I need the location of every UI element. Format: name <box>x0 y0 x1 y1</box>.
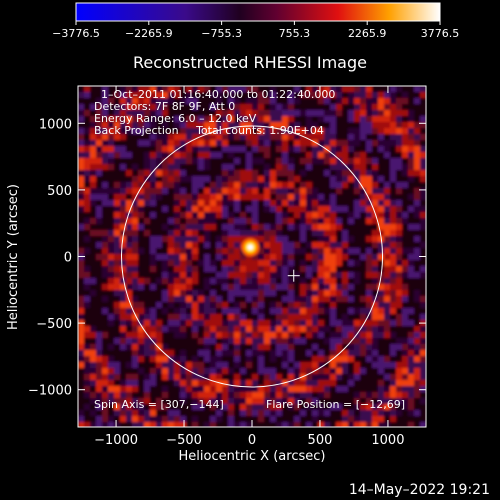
y-tick-label: −500 <box>36 317 72 332</box>
flare-position-label: Flare Position = [−12,69] <box>266 398 405 411</box>
colorbar: −3776.5 −2265.9 −755.3 755.3 2265.9 3776.5 <box>52 2 459 40</box>
x-tick-label: 1000 <box>371 433 404 448</box>
x-tick-label: 0 <box>248 433 256 448</box>
colorbar-tick-label: 2265.9 <box>348 27 387 40</box>
colorbar-tick-label: 3776.5 <box>421 27 460 40</box>
y-tick-label: 0 <box>64 251 72 266</box>
plot-area: −1000 −500 0 500 1000 −1000 −500 0 500 1000 1–Oc… <box>28 85 427 448</box>
info-line-method: Back Projection Total counts: 1.90E+04 <box>94 124 324 137</box>
x-tick-label: 500 <box>308 433 333 448</box>
spin-axis-marker <box>287 269 300 282</box>
x-axis-ticks: −1000 −500 0 500 1000 <box>94 86 404 448</box>
y-tick-label: 1000 <box>39 117 72 132</box>
chart-title: Reconstructed RHESSI Image <box>133 53 367 72</box>
y-tick-label: 500 <box>47 184 72 199</box>
x-axis-label: Heliocentric X (arcsec) <box>179 449 326 464</box>
colorbar-tick-label: 755.3 <box>279 27 311 40</box>
colorbar-tick-label: −755.3 <box>201 27 242 40</box>
spin-axis-label: Spin Axis = [307,−144] <box>94 398 224 411</box>
colorbar-tick-label: −2265.9 <box>125 27 173 40</box>
solar-limb-circle <box>121 125 383 388</box>
y-axis-label: Heliocentric Y (arcsec) <box>6 184 21 330</box>
y-tick-label: −1000 <box>28 384 72 399</box>
y-axis-ticks: −1000 −500 0 500 1000 <box>28 117 426 399</box>
colorbar-ticks: −3776.5 −2265.9 −755.3 755.3 2265.9 3776.5 <box>52 21 459 40</box>
info-block: 1–Oct–2011 01:16:40.000 to 01:22:40.000 … <box>94 88 335 137</box>
colorbar-tick-label: −3776.5 <box>52 27 100 40</box>
colorbar-gradient <box>75 2 441 22</box>
info-line-time: 1–Oct–2011 01:16:40.000 to 01:22:40.000 <box>101 88 335 101</box>
x-tick-label: −500 <box>166 433 202 448</box>
heatmap-image <box>78 86 426 427</box>
footer-timestamp: 14–May–2022 19:21 <box>349 482 490 498</box>
info-line-energy: Energy Range: 6.0 – 12.0 keV <box>94 112 257 125</box>
x-tick-label: −1000 <box>94 433 138 448</box>
info-line-detectors: Detectors: 7F 8F 9F, Att 0 <box>94 100 235 113</box>
